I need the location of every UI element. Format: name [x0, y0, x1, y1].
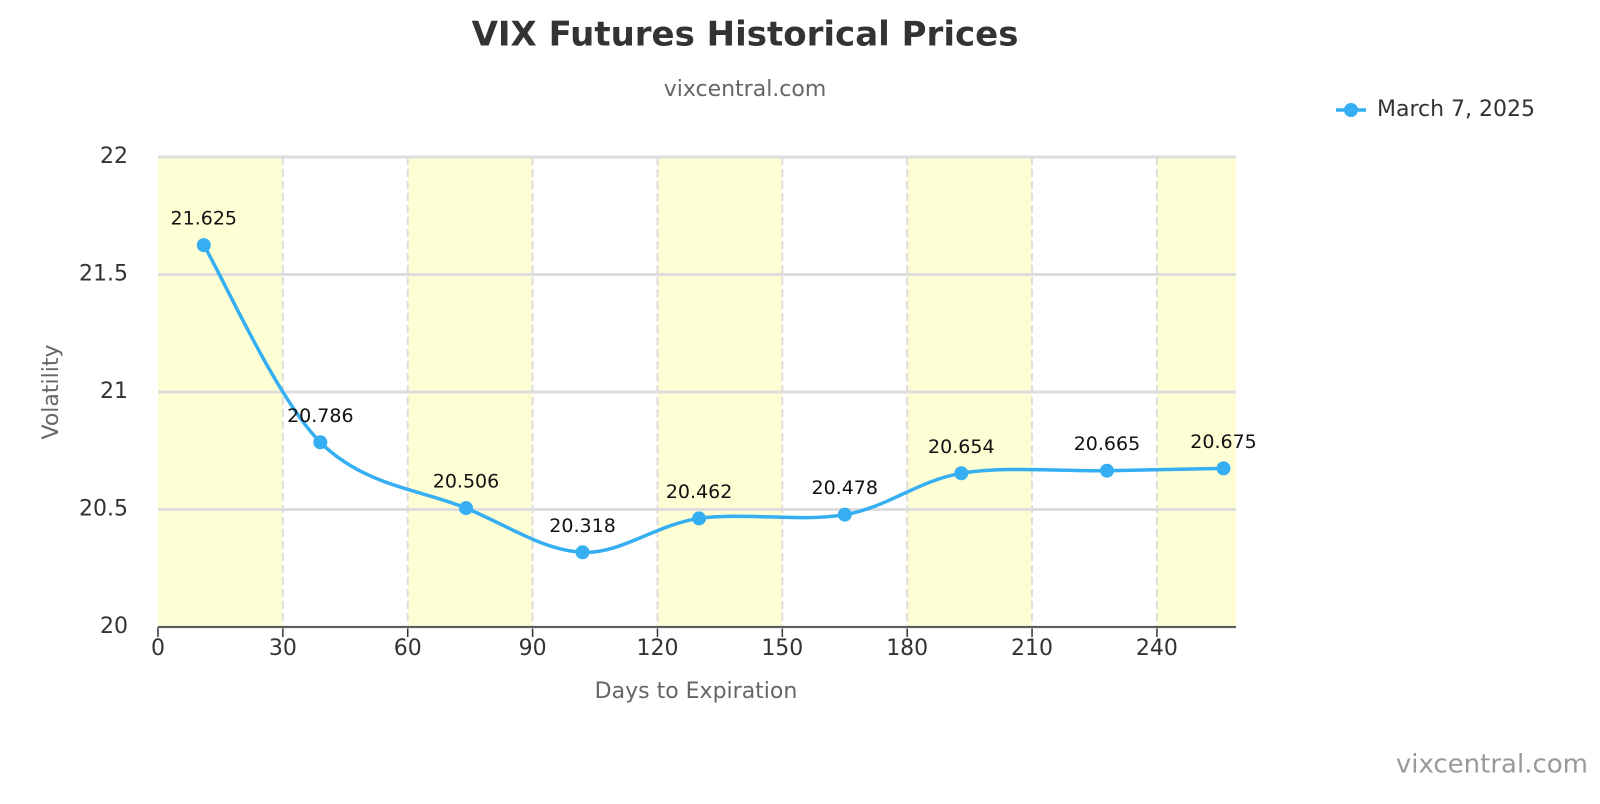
x-tick-label: 180 [886, 636, 928, 661]
data-point [1216, 461, 1231, 476]
legend-marker [1344, 103, 1358, 117]
data-point [459, 501, 473, 516]
y-tick-label: 20 [100, 614, 128, 639]
data-point [1099, 463, 1114, 478]
x-tick-label: 150 [761, 636, 803, 661]
chart-title: VIX Futures Historical Prices [472, 15, 1019, 55]
data-point [837, 507, 852, 522]
y-tick-label: 21.5 [79, 262, 128, 287]
x-tick-label: 0 [151, 636, 165, 661]
data-label: 20.318 [549, 515, 615, 537]
data-label: 20.665 [1074, 433, 1140, 455]
legend-label: March 7, 2025 [1377, 97, 1535, 122]
x-tick-label: 240 [1136, 636, 1178, 661]
data-point [196, 238, 211, 253]
chart-subtitle: vixcentral.com [664, 77, 827, 102]
x-tick-label: 60 [394, 636, 422, 661]
data-point [575, 545, 590, 560]
x-tick-label: 120 [636, 636, 678, 661]
x-axis-label: Days to Expiration [595, 679, 798, 704]
x-tick-label: 210 [1011, 636, 1053, 661]
watermark: vixcentral.com [1396, 750, 1588, 780]
data-label: 20.462 [666, 481, 732, 503]
x-tick-label: 30 [269, 636, 297, 661]
series-line [202, 244, 1224, 555]
data-point [313, 435, 328, 450]
data-label: 20.654 [928, 436, 994, 458]
data-label: 20.506 [433, 471, 499, 493]
data-point [954, 466, 969, 481]
x-tick-label: 90 [519, 636, 547, 661]
y-axis-label: Volatility [39, 344, 64, 439]
data-label: 20.786 [287, 405, 353, 427]
y-tick-label: 21 [100, 379, 128, 404]
data-label: 21.625 [171, 208, 237, 230]
data-label: 20.675 [1190, 431, 1256, 453]
y-tick-label: 22 [100, 144, 128, 169]
data-label: 20.478 [812, 477, 878, 499]
y-tick-label: 20.5 [79, 497, 128, 522]
data-point [692, 511, 707, 526]
